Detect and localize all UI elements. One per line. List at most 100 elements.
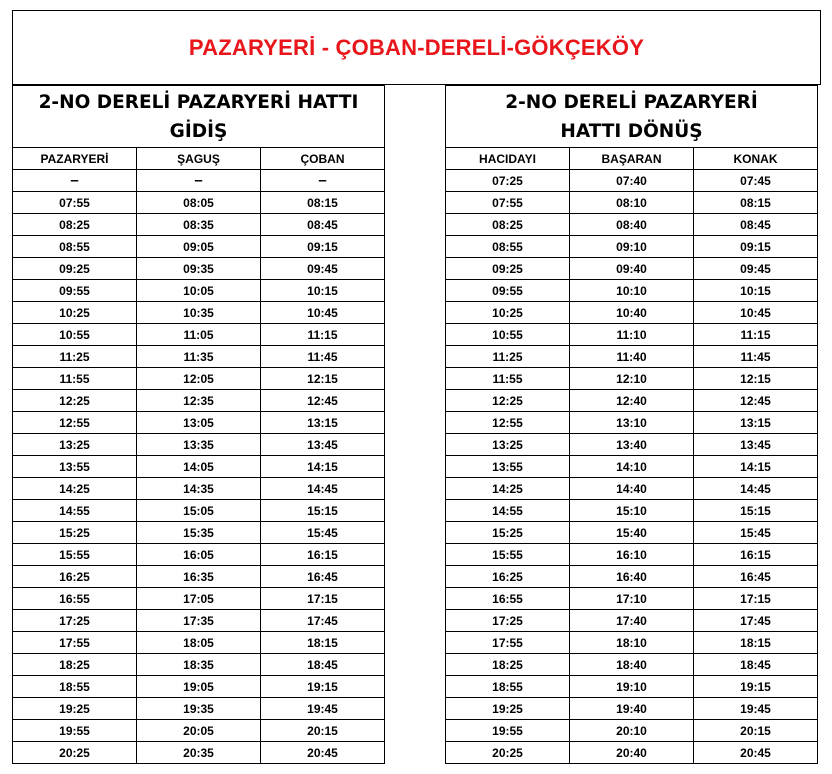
table-row: 13:55 14:10 14:15 [445,455,818,478]
table-row: 11:25 11:40 11:45 [445,345,818,368]
table-row: 09:55 10:05 10:15 [12,279,385,302]
time-cell: 20:25 [12,741,137,764]
column-header: ÇOBAN [260,147,385,170]
time-cell: 11:15 [260,323,385,346]
column-header: HACIDAYI [445,147,570,170]
time-cell: 09:55 [12,279,137,302]
time-cell: 16:25 [12,565,137,588]
time-cell: 08:55 [12,235,137,258]
table-row: 19:55 20:05 20:15 [12,719,385,742]
time-cell: 20:45 [693,741,818,764]
table-row: 07:55 08:05 08:15 [12,191,385,214]
table-row: 16:55 17:10 17:15 [445,587,818,610]
time-cell: 13:10 [569,411,694,434]
time-cell: 14:55 [12,499,137,522]
time-cell: 11:35 [136,345,261,368]
time-cell: 12:05 [136,367,261,390]
time-cell: 16:45 [260,565,385,588]
time-cell: 10:25 [12,301,137,324]
time-cell: 07:45 [693,169,818,192]
time-cell: 20:45 [260,741,385,764]
time-cell: 08:35 [136,213,261,236]
time-cell: 14:15 [693,455,818,478]
time-cell: 15:05 [136,499,261,522]
table-row: 17:25 17:40 17:45 [445,609,818,632]
time-cell: 15:25 [12,521,137,544]
time-cell: 12:55 [12,411,137,434]
time-cell: 13:55 [445,455,570,478]
time-cell: 18:55 [12,675,137,698]
time-cell: 20:15 [693,719,818,742]
time-cell: 19:25 [12,697,137,720]
time-cell: 17:10 [569,587,694,610]
time-cell: 20:10 [569,719,694,742]
table-row: 12:55 13:05 13:15 [12,411,385,434]
time-cell: 12:35 [136,389,261,412]
table-row: 10:55 11:10 11:15 [445,323,818,346]
time-cell: 11:45 [260,345,385,368]
time-cell: 18:45 [260,653,385,676]
time-cell: 19:55 [12,719,137,742]
table-row: 15:55 16:05 16:15 [12,543,385,566]
time-cell: 15:45 [693,521,818,544]
time-cell: 08:45 [260,213,385,236]
return-panel: 2-NO DERELİ PAZARYERİ HATTI DÖNÜŞ HACIDA… [445,85,818,764]
time-cell: 16:40 [569,565,694,588]
return-timetable: HACIDAYI BAŞARAN KONAK 07:25 07:40 07:45 07… [445,147,818,764]
time-cell: 16:15 [260,543,385,566]
time-cell: 18:25 [445,653,570,676]
table-row: 16:25 16:35 16:45 [12,565,385,588]
time-cell: 08:25 [12,213,137,236]
time-cell: 13:35 [136,433,261,456]
time-cell: – [136,169,261,192]
time-cell: 16:25 [445,565,570,588]
time-cell: 17:45 [693,609,818,632]
time-cell: 14:25 [445,477,570,500]
table-row: 09:25 09:35 09:45 [12,257,385,280]
time-cell: 13:45 [693,433,818,456]
table-row: – – – [12,169,385,192]
table-row: 20:25 20:40 20:45 [445,741,818,764]
time-cell: 20:05 [136,719,261,742]
time-cell: 13:55 [12,455,137,478]
time-cell: 17:40 [569,609,694,632]
time-cell: 12:40 [569,389,694,412]
time-cell: 09:05 [136,235,261,258]
title-banner: PAZARYERİ - ÇOBAN-DERELİ-GÖKÇEKÖY [12,10,821,85]
time-cell: 11:40 [569,345,694,368]
time-cell: 19:05 [136,675,261,698]
time-cell: 15:40 [569,521,694,544]
table-row: 07:25 07:40 07:45 [445,169,818,192]
table-row: 08:55 09:10 09:15 [445,235,818,258]
time-cell: 09:15 [260,235,385,258]
time-cell: 19:40 [569,697,694,720]
time-cell: 14:55 [445,499,570,522]
return-rows: 07:25 07:40 07:45 07:55 08:10 08:15 08:25 08:40… [445,169,818,764]
table-row: 13:25 13:35 13:45 [12,433,385,456]
time-cell: 17:45 [260,609,385,632]
column-header: PAZARYERİ [12,147,137,170]
time-cell: 18:10 [569,631,694,654]
table-row: 14:55 15:10 15:15 [445,499,818,522]
time-cell: 10:25 [445,301,570,324]
table-row: 17:55 18:05 18:15 [12,631,385,654]
table-row: 14:25 14:40 14:45 [445,477,818,500]
time-cell: 10:45 [693,301,818,324]
time-cell: 13:25 [445,433,570,456]
time-cell: 18:55 [445,675,570,698]
outbound-panel: 2-NO DERELİ PAZARYERİ HATTI GİDİŞ PAZARY… [12,85,385,764]
outbound-header-row: PAZARYERİ ŞAGUŞ ÇOBAN [12,147,385,170]
time-cell: 19:15 [260,675,385,698]
time-cell: 18:25 [12,653,137,676]
time-cell: 12:15 [260,367,385,390]
table-row: 12:25 12:40 12:45 [445,389,818,412]
time-cell: 14:10 [569,455,694,478]
time-cell: 17:15 [260,587,385,610]
time-cell: 08:55 [445,235,570,258]
time-cell: 20:15 [260,719,385,742]
time-cell: 09:55 [445,279,570,302]
time-cell: 15:55 [12,543,137,566]
table-row: 17:55 18:10 18:15 [445,631,818,654]
time-cell: 11:25 [445,345,570,368]
outbound-heading: 2-NO DERELİ PAZARYERİ HATTI GİDİŞ [12,85,385,147]
